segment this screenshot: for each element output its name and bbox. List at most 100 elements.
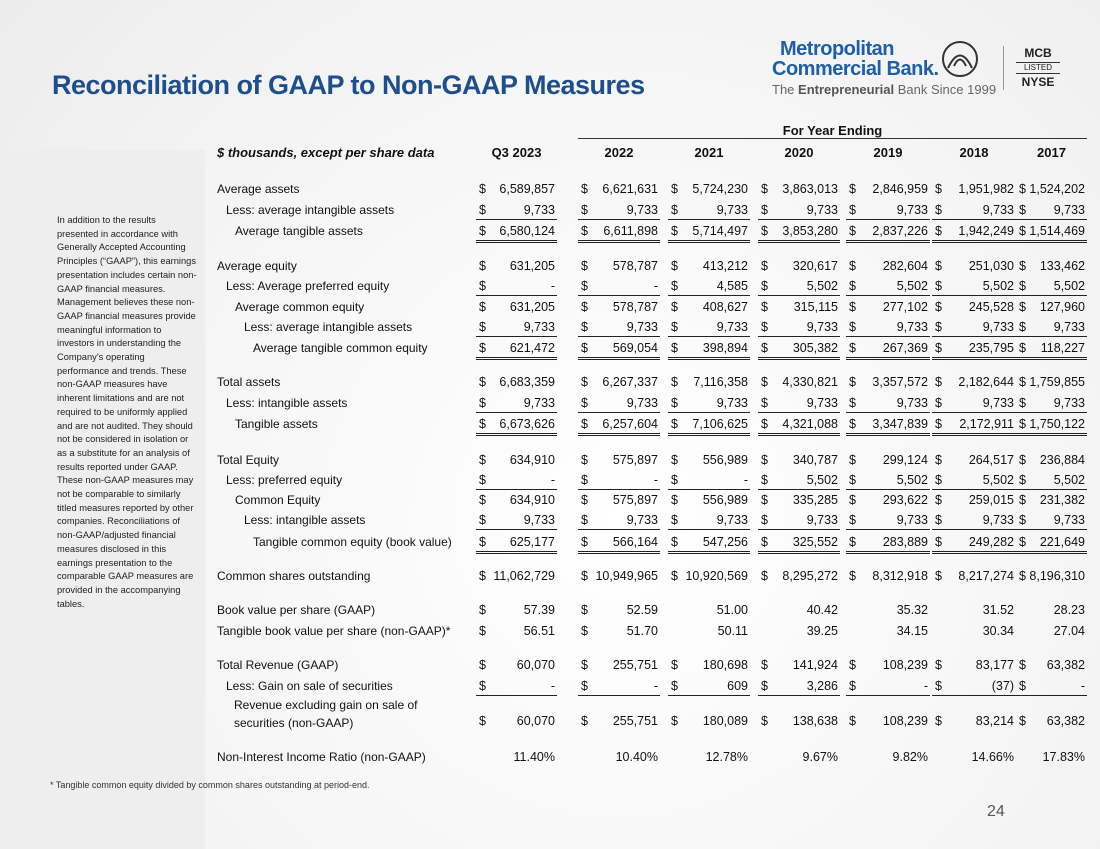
cell-value: 9,733 <box>1053 396 1085 410</box>
table-cell: $282,604 <box>846 259 930 275</box>
table-cell: $299,124 <box>846 453 930 469</box>
currency-symbol: $ <box>849 203 856 217</box>
currency-symbol: $ <box>935 320 942 334</box>
table-cell: $1,951,982 <box>932 182 1016 198</box>
cell-value: 236,884 <box>1039 453 1085 467</box>
currency-symbol: $ <box>849 513 856 527</box>
table-cell: 51.00 <box>668 603 750 619</box>
currency-symbol: $ <box>671 341 678 355</box>
table-cell: $575,897 <box>578 453 660 469</box>
currency-symbol: $ <box>761 203 768 217</box>
cell-value: 51.70 <box>626 624 658 638</box>
cell-value: 7,116,358 <box>693 375 748 389</box>
cell-value: 6,257,604 <box>602 417 658 431</box>
currency-symbol: $ <box>1019 473 1026 487</box>
table-cell: $60,070 <box>476 714 557 730</box>
cell-value: 51.00 <box>716 603 748 617</box>
cell-value: 9,733 <box>1053 513 1085 527</box>
currency-symbol: $ <box>671 714 678 728</box>
table-cell: $180,698 <box>668 658 750 674</box>
cell-value: 264,517 <box>968 453 1014 467</box>
table-cell: $60,070 <box>476 658 557 674</box>
cell-value: 1,759,855 <box>1029 375 1085 389</box>
currency-symbol: $ <box>581 417 588 431</box>
currency-symbol: $ <box>479 203 486 217</box>
table-cell: $2,172,911 <box>932 417 1016 436</box>
cell-value: 138,638 <box>792 714 838 728</box>
currency-symbol: $ <box>761 493 768 507</box>
currency-symbol: $ <box>1019 417 1026 431</box>
table-cell: $ - <box>476 473 557 490</box>
table-cell: $3,853,280 <box>758 224 840 243</box>
cell-value: - <box>743 473 748 487</box>
table-cell: $325,552 <box>758 535 840 554</box>
currency-symbol: $ <box>581 569 588 583</box>
cell-value: 267,369 <box>882 341 928 355</box>
cell-value: 9.82% <box>892 750 928 764</box>
cell-value: 50.11 <box>717 624 748 638</box>
table-cell: $ - <box>668 473 750 490</box>
table-cell: $4,321,088 <box>758 417 840 436</box>
currency-symbol: $ <box>761 396 768 410</box>
currency-symbol: $ <box>671 513 678 527</box>
cell-value: 5,502 <box>896 473 928 487</box>
currency-symbol: $ <box>1019 341 1026 355</box>
currency-symbol: $ <box>671 679 678 693</box>
cell-value: 9,733 <box>626 513 658 527</box>
badge-text: NYSE <box>1021 75 1055 89</box>
cell-value: 1,524,202 <box>1029 182 1085 196</box>
table-cell: $5,502 <box>846 473 930 490</box>
page-number: 24 <box>987 803 1005 820</box>
table-cell: $9,733 <box>668 513 750 530</box>
cell-value: 569,054 <box>612 341 658 355</box>
currency-symbol: $ <box>849 535 856 549</box>
cell-value: 2,837,226 <box>872 224 928 238</box>
table-cell: $575,897 <box>578 493 660 509</box>
currency-symbol: $ <box>479 493 486 507</box>
currency-symbol: $ <box>581 603 588 617</box>
currency-symbol: $ <box>581 453 588 467</box>
currency-symbol: $ <box>935 453 942 467</box>
cell-value: 4,330,821 <box>782 375 838 389</box>
table-cell: $9,733 <box>578 396 660 413</box>
cell-value: 255,751 <box>612 714 658 728</box>
row-label: Book value per share (GAAP) <box>217 603 376 617</box>
currency-symbol: $ <box>581 341 588 355</box>
column-header: 2021 <box>694 145 724 160</box>
table-cell: $1,759,855 <box>1016 375 1087 391</box>
cell-value: 9,733 <box>896 320 928 334</box>
currency-symbol: $ <box>761 453 768 467</box>
table-cell: $2,182,644 <box>932 375 1016 391</box>
cell-value: 11,062,729 <box>493 569 555 583</box>
cell-value: 56.51 <box>523 624 555 638</box>
table-cell: $556,989 <box>668 453 750 469</box>
table-cell: $133,462 <box>1016 259 1087 275</box>
table-cell: $7,106,625 <box>668 417 750 436</box>
cell-value: 259,015 <box>968 493 1014 507</box>
table-cell: $9,733 <box>932 396 1016 413</box>
currency-symbol: $ <box>935 513 942 527</box>
table-cell: $578,787 <box>578 259 660 275</box>
table-cell: $9,733 <box>578 513 660 530</box>
cell-value: 133,462 <box>1039 259 1085 273</box>
table-cell: $52.59 <box>578 603 660 619</box>
currency-symbol: $ <box>761 182 768 196</box>
table-cell: $9,733 <box>758 203 840 220</box>
currency-symbol: $ <box>935 493 942 507</box>
cell-value: 631,205 <box>509 300 555 314</box>
table-cell: $57.39 <box>476 603 557 619</box>
table-cell: $9,733 <box>476 396 557 413</box>
currency-symbol: $ <box>581 473 588 487</box>
column-header: 2022 <box>604 145 634 160</box>
currency-symbol: $ <box>1019 569 1026 583</box>
table-cell: $9,733 <box>1016 396 1087 413</box>
currency-symbol: $ <box>479 182 486 196</box>
currency-symbol: $ <box>581 493 588 507</box>
table-cell: $9,733 <box>668 396 750 413</box>
table-cell: 27.04 <box>1016 624 1087 640</box>
cell-value: 3,347,839 <box>872 417 928 431</box>
cell-value: 547,256 <box>702 535 748 549</box>
table-cell: 10.40% <box>578 750 660 766</box>
cell-value: 12.78% <box>705 750 748 764</box>
